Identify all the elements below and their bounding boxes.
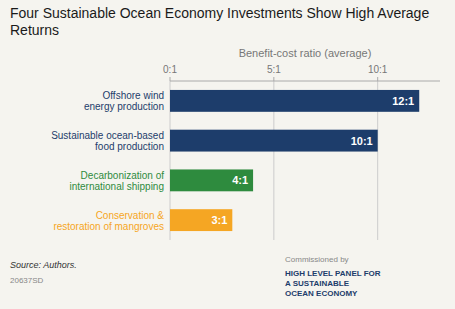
data-label: 4:1	[232, 174, 248, 186]
tick-label: 10:1	[368, 64, 388, 75]
data-label: 10:1	[351, 135, 373, 147]
annotation-line: A SUSTAINABLE	[285, 279, 350, 288]
annotation-line: Commissioned by	[285, 255, 349, 264]
bar	[170, 130, 378, 152]
tick-mark	[170, 77, 171, 81]
bar	[170, 209, 232, 231]
category-label: Decarbonization ofinternational shipping	[69, 169, 164, 191]
category-label-line: Offshore wind	[102, 90, 164, 101]
bar	[170, 169, 253, 191]
annotation: Source: Authors.	[10, 260, 77, 270]
category-label: Sustainable ocean-basedfood production	[51, 130, 164, 152]
category-label-line: restoration of mangroves	[53, 220, 164, 231]
chart: Four Sustainable Ocean Economy Investmen…	[0, 0, 455, 309]
title-line: Four Sustainable Ocean Economy Investmen…	[10, 5, 429, 21]
bars	[170, 90, 419, 231]
category-label-line: Sustainable ocean-based	[51, 130, 164, 141]
title: Four Sustainable Ocean Economy Investmen…	[10, 5, 429, 38]
category-label-line: energy production	[84, 101, 164, 112]
bar	[170, 90, 419, 112]
x-axis-line	[170, 81, 440, 82]
annotation: Commissioned by	[285, 255, 349, 264]
annotation-line: Source: Authors.	[10, 260, 77, 270]
tick-mark	[377, 77, 378, 81]
category-label-line: Decarbonization of	[81, 169, 165, 180]
data-label: 12:1	[392, 95, 414, 107]
annotation: 20637SD	[10, 276, 44, 285]
category-label-line: international shipping	[69, 180, 164, 191]
category-label-line: food production	[95, 141, 164, 152]
tick-label: 5:1	[267, 64, 281, 75]
x-axis-label: Benefit-cost ratio (average)	[239, 47, 372, 59]
annotation-line: 20637SD	[10, 276, 44, 285]
data-label: 3:1	[211, 214, 227, 226]
annotation-line: HIGH LEVEL PANEL FOR	[285, 269, 381, 278]
category-label: Conservation &restoration of mangroves	[53, 209, 164, 231]
tick-label: 0:1	[163, 64, 177, 75]
category-label-line: Conservation &	[96, 209, 165, 220]
title-line: Returns	[10, 22, 59, 38]
category-label: Offshore windenergy production	[84, 90, 164, 112]
annotation: HIGH LEVEL PANEL FORA SUSTAINABLEOCEAN E…	[285, 269, 381, 298]
annotation-line: OCEAN ECONOMY	[285, 289, 358, 298]
tick-mark	[273, 77, 274, 81]
